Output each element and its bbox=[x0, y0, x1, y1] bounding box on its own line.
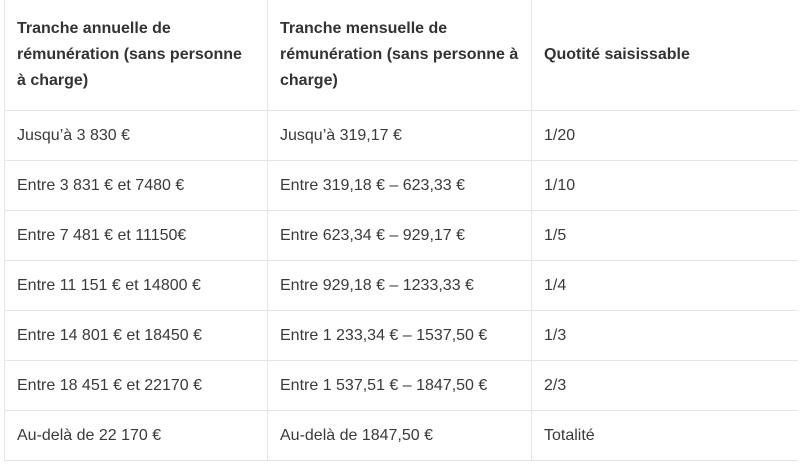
table-row: Entre 7 481 € et 11150€ Entre 623,34 € –… bbox=[4, 210, 798, 261]
seizable-portion-cell: 1/4 bbox=[531, 260, 798, 311]
annual-bracket-cell: Entre 11 151 € et 14800 € bbox=[4, 260, 268, 311]
header-row: Tranche annuelle de rémunération (sans p… bbox=[4, 0, 798, 111]
seizable-portion-cell: 1/20 bbox=[531, 110, 798, 161]
table-row: Entre 11 151 € et 14800 € Entre 929,18 €… bbox=[4, 260, 798, 311]
table-row: Jusqu’à 3 830 € Jusqu’à 319,17 € 1/20 bbox=[4, 110, 798, 161]
monthly-bracket-cell: Entre 929,18 € – 1233,33 € bbox=[267, 260, 532, 311]
annual-bracket-cell: Entre 7 481 € et 11150€ bbox=[4, 210, 268, 261]
monthly-bracket-cell: Au-delà de 1847,50 € bbox=[267, 410, 532, 461]
garnishment-table: Tranche annuelle de rémunération (sans p… bbox=[4, 0, 798, 461]
annual-bracket-cell: Jusqu’à 3 830 € bbox=[4, 110, 268, 161]
monthly-bracket-cell: Jusqu’à 319,17 € bbox=[267, 110, 532, 161]
seizable-portion-cell: 2/3 bbox=[531, 360, 798, 411]
annual-bracket-cell: Entre 3 831 € et 7480 € bbox=[4, 160, 268, 211]
annual-bracket-cell: Au-delà de 22 170 € bbox=[4, 410, 268, 461]
table-row: Au-delà de 22 170 € Au-delà de 1847,50 €… bbox=[4, 410, 798, 461]
monthly-bracket-cell: Entre 319,18 € – 623,33 € bbox=[267, 160, 532, 211]
garnishment-table-container: Tranche annuelle de rémunération (sans p… bbox=[4, 0, 798, 468]
monthly-bracket-cell: Entre 623,34 € – 929,17 € bbox=[267, 210, 532, 261]
header-monthly-bracket: Tranche mensuelle de rémunération (sans … bbox=[267, 0, 532, 111]
annual-bracket-cell: Entre 18 451 € et 22170 € bbox=[4, 360, 268, 411]
table-row: Entre 3 831 € et 7480 € Entre 319,18 € –… bbox=[4, 160, 798, 211]
monthly-bracket-cell: Entre 1 233,34 € – 1537,50 € bbox=[267, 310, 532, 361]
seizable-portion-cell: 1/3 bbox=[531, 310, 798, 361]
seizable-portion-cell: Totalité bbox=[531, 410, 798, 461]
monthly-bracket-cell: Entre 1 537,51 € – 1847,50 € bbox=[267, 360, 532, 411]
table-row: Entre 18 451 € et 22170 € Entre 1 537,51… bbox=[4, 360, 798, 411]
table-header: Tranche annuelle de rémunération (sans p… bbox=[4, 0, 798, 111]
table-row: Entre 14 801 € et 18450 € Entre 1 233,34… bbox=[4, 310, 798, 361]
seizable-portion-cell: 1/10 bbox=[531, 160, 798, 211]
table-body: Jusqu’à 3 830 € Jusqu’à 319,17 € 1/20 En… bbox=[4, 110, 798, 461]
header-annual-bracket: Tranche annuelle de rémunération (sans p… bbox=[4, 0, 268, 111]
annual-bracket-cell: Entre 14 801 € et 18450 € bbox=[4, 310, 268, 361]
header-seizable-portion: Quotité saisissable bbox=[531, 0, 798, 111]
seizable-portion-cell: 1/5 bbox=[531, 210, 798, 261]
